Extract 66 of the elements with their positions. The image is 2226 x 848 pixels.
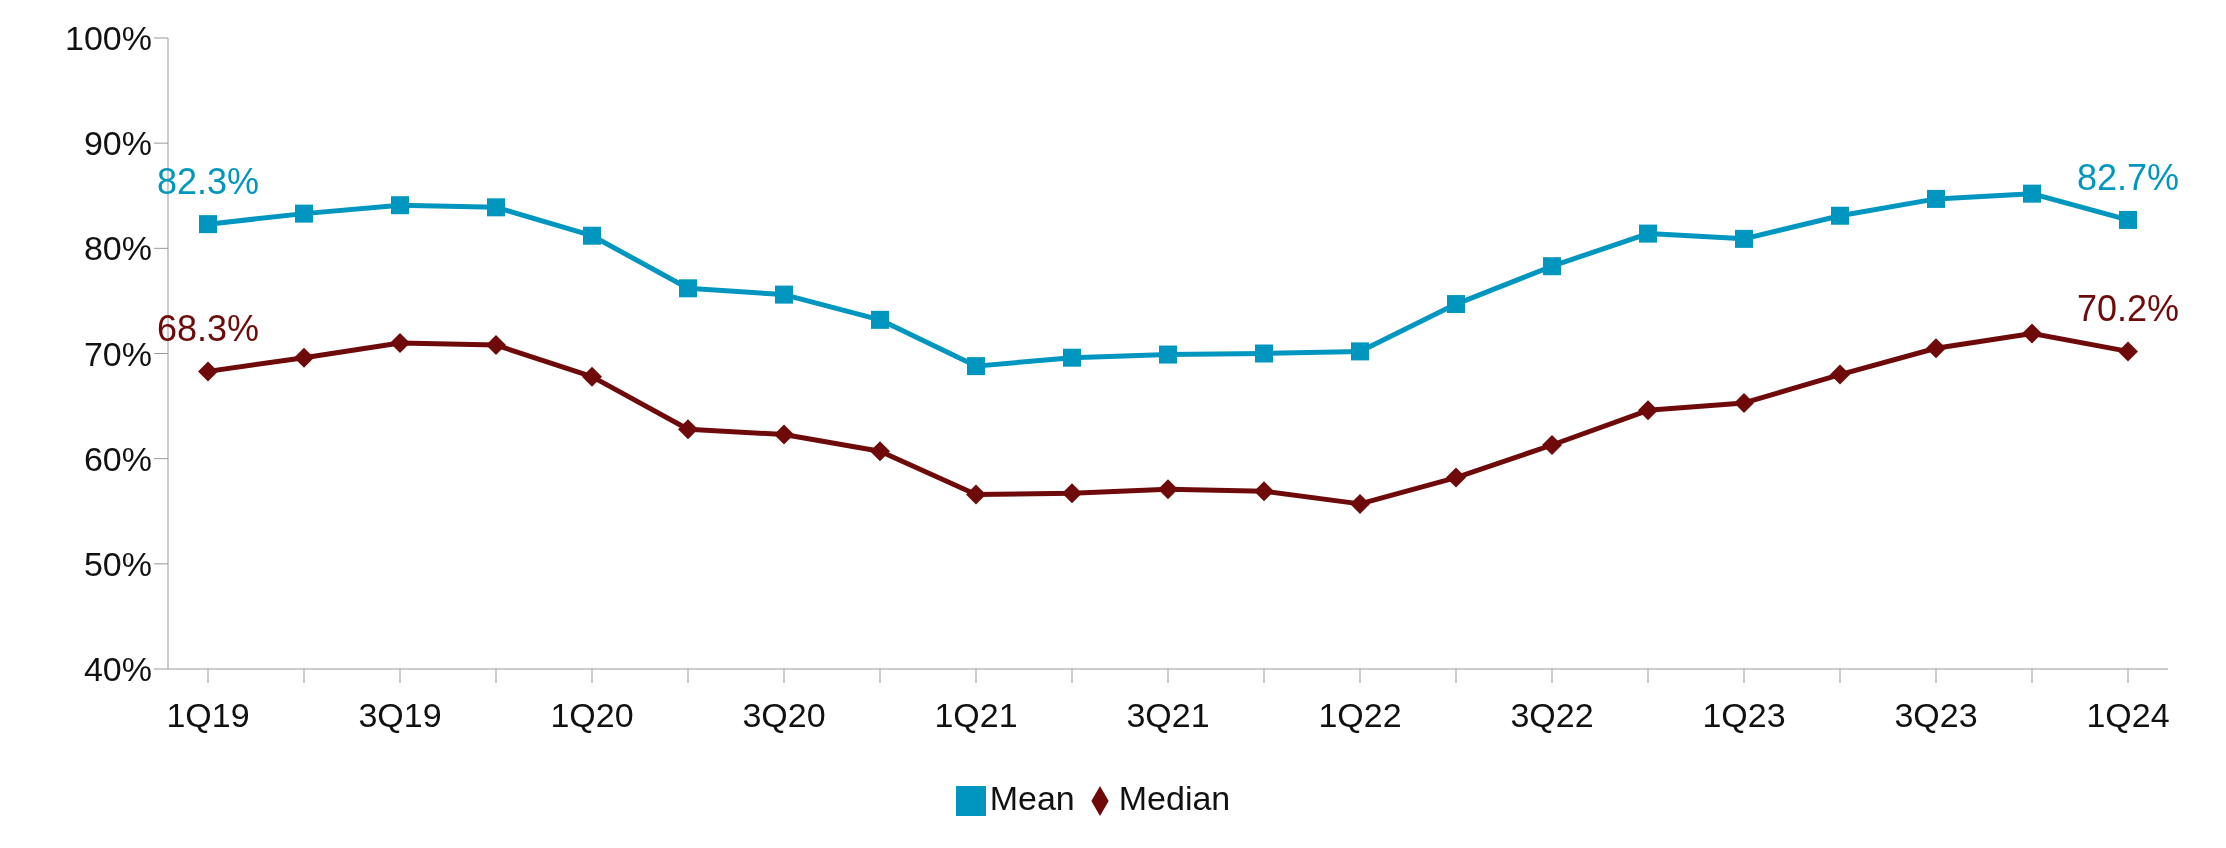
point bbox=[487, 198, 505, 217]
point bbox=[1830, 364, 1850, 385]
point bbox=[1831, 206, 1849, 225]
point bbox=[1735, 229, 1753, 248]
x-tick-label: 1Q21 bbox=[934, 696, 1018, 735]
point bbox=[774, 424, 794, 445]
point bbox=[1158, 479, 1178, 500]
point bbox=[391, 196, 409, 215]
x-tick-label: 1Q23 bbox=[1702, 696, 1786, 735]
x-tick-label: 3Q22 bbox=[1510, 696, 1594, 735]
point bbox=[2023, 184, 2041, 203]
x-tick-label: 3Q21 bbox=[1126, 696, 1210, 735]
point bbox=[775, 285, 793, 304]
point bbox=[1350, 493, 1370, 514]
point bbox=[294, 347, 314, 368]
point bbox=[870, 441, 890, 462]
point bbox=[1926, 338, 1946, 359]
point bbox=[1639, 224, 1657, 243]
point bbox=[2118, 341, 2138, 362]
point bbox=[871, 310, 889, 329]
point bbox=[967, 357, 985, 376]
x-tick-label: 1Q19 bbox=[166, 696, 250, 735]
point bbox=[583, 226, 601, 245]
point bbox=[1255, 344, 1273, 363]
point bbox=[2119, 210, 2137, 229]
point bbox=[1062, 483, 1082, 504]
point bbox=[1063, 348, 1081, 367]
point bbox=[582, 366, 602, 387]
x-tick-label: 1Q24 bbox=[2086, 696, 2170, 735]
y-tick-label: 100% bbox=[65, 19, 152, 58]
x-tick-label: 1Q22 bbox=[1318, 696, 1402, 735]
y-tick-label: 50% bbox=[83, 544, 152, 583]
point bbox=[966, 484, 986, 505]
x-tick-label: 1Q20 bbox=[550, 696, 634, 735]
y-tick-label: 40% bbox=[83, 650, 152, 689]
y-tick-label: 70% bbox=[83, 334, 152, 373]
legend-label: Mean bbox=[989, 779, 1075, 817]
point bbox=[678, 419, 698, 440]
point bbox=[1446, 467, 1466, 488]
x-tick-label: 3Q23 bbox=[1894, 696, 1978, 735]
point bbox=[1927, 189, 1945, 208]
y-tick-label: 60% bbox=[83, 439, 152, 478]
point bbox=[1543, 257, 1561, 276]
point bbox=[2022, 323, 2042, 344]
y-tick-label: 80% bbox=[83, 229, 152, 268]
point bbox=[1638, 400, 1658, 421]
point bbox=[295, 204, 313, 223]
x-tick-label: 3Q19 bbox=[358, 696, 442, 735]
data-label: 68.3% bbox=[156, 308, 260, 350]
point bbox=[486, 335, 506, 356]
point bbox=[198, 361, 218, 382]
y-tick-label: 90% bbox=[83, 124, 152, 163]
data-label: 70.2% bbox=[2076, 288, 2180, 330]
data-label: 82.3% bbox=[156, 161, 260, 203]
legend-label: Median bbox=[1118, 779, 1231, 817]
point bbox=[1542, 435, 1562, 455]
point bbox=[1734, 392, 1754, 413]
point bbox=[679, 279, 697, 298]
point bbox=[1447, 295, 1465, 314]
x-tick-label: 3Q20 bbox=[742, 696, 826, 735]
data-label: 82.7% bbox=[2076, 156, 2180, 198]
point bbox=[1159, 345, 1177, 364]
point bbox=[1351, 342, 1369, 361]
point bbox=[390, 332, 410, 353]
point bbox=[199, 215, 217, 234]
point bbox=[1254, 481, 1274, 502]
